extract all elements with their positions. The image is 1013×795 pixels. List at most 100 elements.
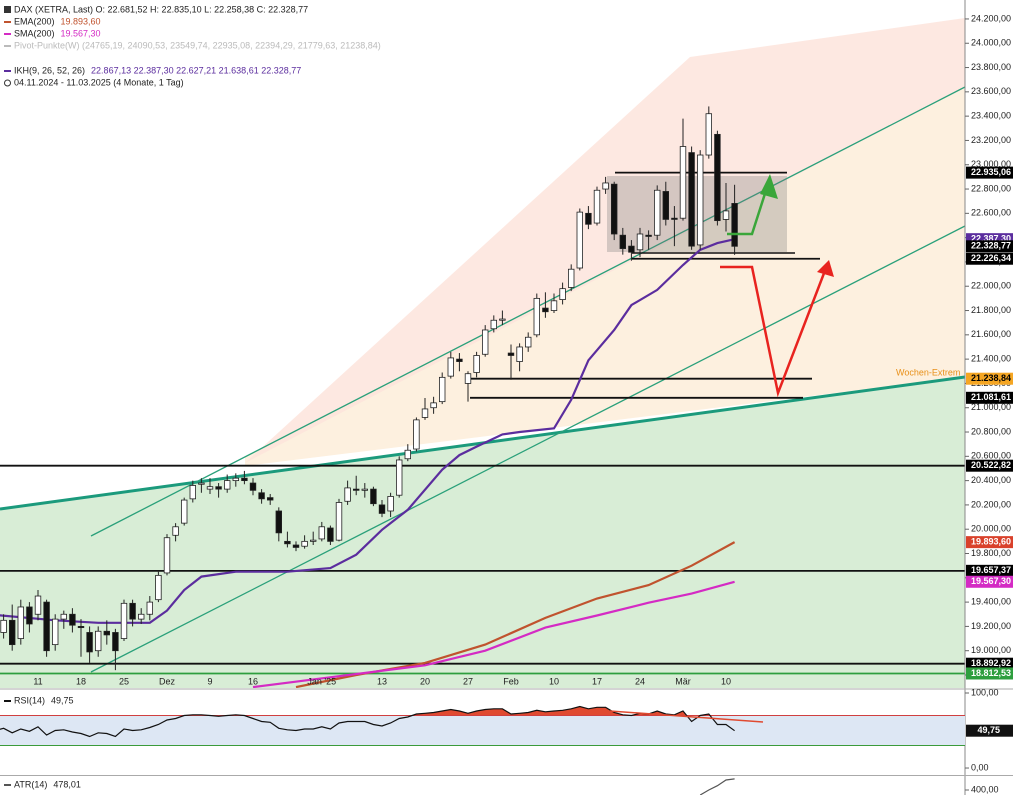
price-label: 19.893,60 xyxy=(971,537,1011,547)
y-tick-label: 23.800,00 xyxy=(971,62,1011,72)
x-tick-label: Mär xyxy=(675,676,691,686)
main-plot xyxy=(0,106,965,688)
x-tick-label: 24 xyxy=(635,676,645,686)
candle-body xyxy=(120,602,128,639)
candle-body xyxy=(593,189,601,224)
x-tick-label: 10 xyxy=(549,676,559,686)
candle-body xyxy=(318,526,325,540)
candle-body xyxy=(438,376,446,403)
price-label-box xyxy=(966,575,1013,588)
candle-body xyxy=(542,307,549,313)
candle-body xyxy=(370,488,377,505)
atr-line xyxy=(699,778,735,795)
candle-body xyxy=(516,346,523,362)
legend-value: 478,01 xyxy=(53,779,81,789)
candle-body xyxy=(69,613,76,626)
y-tick-label: 20.400,00 xyxy=(971,475,1011,485)
price-label: 22.226,34 xyxy=(971,253,1011,263)
channel-upper xyxy=(90,86,965,537)
candle-body xyxy=(266,497,274,501)
candle-body xyxy=(241,477,248,482)
candle-body xyxy=(645,234,652,237)
candle-body xyxy=(585,212,592,225)
y-tick-label: 21.400,00 xyxy=(971,354,1011,364)
candle-body xyxy=(550,300,558,311)
candle-body xyxy=(223,480,231,490)
candle-body xyxy=(292,544,300,548)
candle-body xyxy=(568,268,575,288)
support-zone xyxy=(0,377,965,688)
candle-body xyxy=(481,329,489,355)
candle-body xyxy=(86,632,93,653)
candle-body xyxy=(137,613,145,620)
candle-body xyxy=(275,510,282,534)
y-tick-label: 19.200,00 xyxy=(971,621,1011,631)
arrow-head xyxy=(817,260,834,277)
candle-body xyxy=(628,245,635,253)
price-label-box xyxy=(966,459,1013,472)
value-label: 49,75 xyxy=(977,725,1000,735)
x-tick-label: 20 xyxy=(420,676,430,686)
y-tick-label: 23.000,00 xyxy=(971,159,1011,169)
arrow-up xyxy=(727,177,772,236)
candle-body xyxy=(731,203,738,247)
candle-body xyxy=(430,402,437,409)
candle-body xyxy=(525,336,532,348)
candle-body xyxy=(507,352,515,356)
candle-body xyxy=(602,182,609,190)
legend: DAX (XETRA, Last) O: 22.681,52 H: 22.835… xyxy=(4,4,381,789)
background-zones xyxy=(0,18,965,688)
candle-body xyxy=(77,626,85,629)
candle-body xyxy=(43,601,50,652)
candle-body xyxy=(215,486,222,490)
candle-body xyxy=(456,358,463,362)
atr-panel xyxy=(699,778,735,795)
x-tick-label: 27 xyxy=(463,676,473,686)
x-tick-label: 13 xyxy=(377,676,387,686)
legend-name: RSI(14) xyxy=(14,695,45,705)
price-label: 19.657,37 xyxy=(971,565,1011,575)
price-label-box xyxy=(966,536,1013,549)
y-tick-label: 0,00 xyxy=(971,762,989,772)
y-tick-label: 24.000,00 xyxy=(971,38,1011,48)
y-tick-label: 20.200,00 xyxy=(971,499,1011,509)
candle-body xyxy=(636,233,644,251)
x-tick-label: 10 xyxy=(721,676,731,686)
candle-body xyxy=(447,357,454,377)
x-tick-label: 25 xyxy=(119,676,129,686)
candle-body xyxy=(662,191,669,220)
y-tick-label: 22.000,00 xyxy=(971,281,1011,291)
y-tick-label: 22.800,00 xyxy=(971,183,1011,193)
price-label-box xyxy=(966,166,1013,179)
candle-body xyxy=(258,492,265,500)
arrows xyxy=(720,174,834,398)
candle-body xyxy=(172,526,179,536)
y-tick-label: 23.600,00 xyxy=(971,86,1011,96)
candle-body xyxy=(198,482,205,485)
x-tick-label: 16 xyxy=(248,676,258,686)
price-label: 20.522,82 xyxy=(971,460,1011,470)
legend-name: ATR(14) xyxy=(14,779,47,789)
x-tick-label: 9 xyxy=(207,676,212,686)
candle-body xyxy=(576,211,583,269)
price-label-box xyxy=(966,240,1013,253)
rsi-divergence xyxy=(609,710,764,723)
candle-body xyxy=(95,630,102,652)
candle-body xyxy=(490,319,497,330)
legend-value: 19.567,30 xyxy=(61,28,101,38)
x-tick-label: Dez xyxy=(159,676,176,686)
legend-name: EMA(200) xyxy=(14,16,55,26)
rsi-panel xyxy=(0,705,965,747)
candle-body xyxy=(60,613,67,620)
candle-body xyxy=(679,146,687,219)
candle-body xyxy=(301,540,308,547)
annotation: Wochen-Extrem xyxy=(896,367,960,377)
y-tick-label: 21.600,00 xyxy=(971,329,1011,339)
candle-body xyxy=(413,419,420,450)
candle-body xyxy=(499,318,506,321)
y-tick-label: 20.600,00 xyxy=(971,451,1011,461)
y-tick-label: 19.000,00 xyxy=(971,645,1011,655)
candle-body xyxy=(387,496,394,512)
candle-body xyxy=(404,449,411,460)
